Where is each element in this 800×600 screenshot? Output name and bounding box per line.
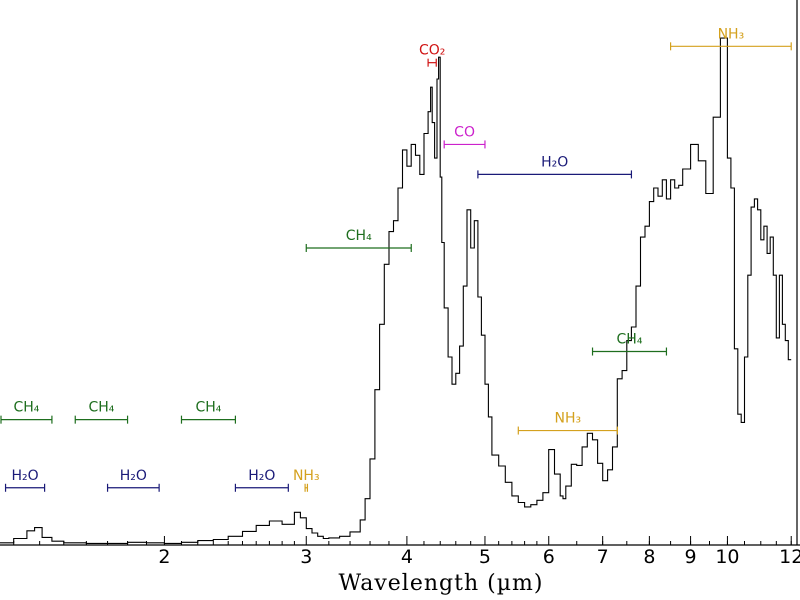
band-label: CO₂ <box>419 43 445 59</box>
series-group <box>0 37 792 544</box>
x-tick-label: 4 <box>401 546 413 568</box>
x-tick-label: 5 <box>479 546 491 568</box>
band-label: H₂O <box>11 468 38 484</box>
x-tick-label: 9 <box>685 546 697 568</box>
band-label: CH₄ <box>617 332 643 348</box>
band-annotation: NH₃ <box>293 468 320 492</box>
band-label: H₂O <box>120 468 147 484</box>
x-axis-title: Wavelength (µm) <box>339 571 544 596</box>
x-major-ticks <box>163 536 792 545</box>
band-label: CH₄ <box>88 400 114 416</box>
x-tick-label: 10 <box>715 546 739 568</box>
band-annotation: CH₄ <box>591 332 668 356</box>
band-label: H₂O <box>248 468 275 484</box>
band-annotation: H₂O <box>106 468 160 492</box>
band-annotations: CH₄ CH₄ CH₄ H₂O H₂O H₂O NH₃ CH₄ CO₂ CO H₂O CH₄ NH₃ NH… <box>0 26 792 492</box>
band-label: CH₄ <box>195 400 221 416</box>
x-tick-label: 7 <box>597 546 609 568</box>
x-tick-label: 2 <box>158 546 170 568</box>
band-label: CH₄ <box>346 228 372 244</box>
band-annotation: CH₄ <box>180 400 237 424</box>
band-label: NH₃ <box>555 411 582 427</box>
band-label: NH₃ <box>718 26 745 42</box>
band-annotation: CO <box>443 124 486 149</box>
band-label: CO <box>454 124 475 140</box>
x-tick-label: 12 <box>779 546 800 568</box>
band-annotation: NH₃ <box>669 26 792 51</box>
band-annotation: NH₃ <box>517 411 618 435</box>
band-label: NH₃ <box>293 468 320 484</box>
band-annotation: CH₄ <box>305 228 412 252</box>
band-annotation: H₂O <box>477 154 633 179</box>
band-annotation: CH₄ <box>74 400 129 424</box>
x-tick-label: 8 <box>643 546 655 568</box>
x-tick-labels: 2 3 4 5 6 7 8 9 10 12 <box>158 546 800 568</box>
band-label: CH₄ <box>13 400 39 416</box>
band-annotation: CH₄ <box>0 400 53 424</box>
x-tick-label: 3 <box>300 546 312 568</box>
band-annotation: CO₂ <box>419 43 445 67</box>
band-annotation: H₂O <box>4 468 46 492</box>
band-label: H₂O <box>541 154 568 170</box>
x-tick-label: 6 <box>543 546 555 568</box>
spectrum-line <box>0 37 792 544</box>
band-annotation: H₂O <box>234 468 289 492</box>
